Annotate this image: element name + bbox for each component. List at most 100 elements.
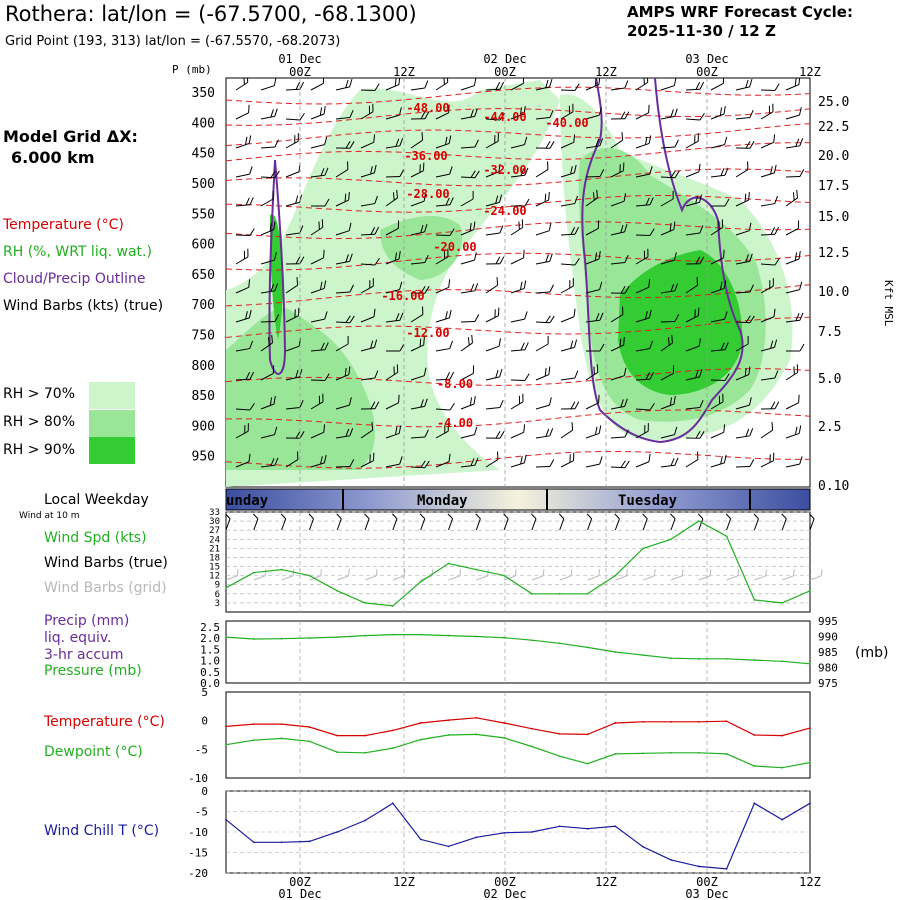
- wind-barb: [435, 228, 455, 236]
- pressure-line-point: [753, 659, 756, 661]
- barb-flag: [744, 368, 747, 377]
- barb-flag: [673, 221, 676, 230]
- barb-staff: [535, 86, 550, 91]
- barb-flag: [299, 194, 303, 203]
- barb-flag: [669, 397, 673, 406]
- barb-flag: [423, 337, 425, 346]
- wind-speed-line-point: [503, 574, 505, 577]
- barb-flag: [647, 423, 649, 432]
- barb-staff: [635, 173, 650, 178]
- grid-wind-barb: [726, 569, 740, 581]
- wind-barb: [510, 424, 526, 439]
- grid-wind-barb: [392, 569, 406, 581]
- barb-staff: [335, 86, 350, 91]
- barb-staff: [585, 227, 599, 236]
- barb-flag: [673, 252, 677, 261]
- wind-chill-line-point: [614, 825, 617, 828]
- barb-flag: [695, 430, 701, 439]
- barb-staff: [760, 285, 774, 294]
- barb-staff: [585, 197, 598, 207]
- bottom-time-label-3: 12Z: [595, 875, 617, 889]
- barb-staff: [760, 377, 775, 381]
- barb-flag: [773, 308, 776, 317]
- wind-barb: [460, 190, 474, 207]
- surface-wind-barb: [280, 513, 287, 531]
- wind-barb: [685, 256, 705, 265]
- barb-flag: [391, 513, 398, 520]
- barb-flag: [374, 226, 380, 235]
- wind-barb: [435, 104, 450, 120]
- barb-flag: [374, 257, 380, 266]
- barb-flag: [497, 451, 499, 460]
- wind-barb: [285, 194, 303, 207]
- kft-tick-2: 20.0: [818, 149, 849, 164]
- precip-tick-4: 0.5: [200, 666, 220, 679]
- barb-flag: [699, 81, 705, 90]
- barb-flag: [622, 306, 624, 315]
- wind-barb: [485, 133, 499, 149]
- rh80-area-mid: [380, 215, 462, 280]
- barb-flag: [270, 170, 276, 178]
- barb-flag: [394, 252, 398, 261]
- barb-staff: [809, 518, 815, 531]
- wind-barb: [785, 281, 803, 294]
- barb-flag: [524, 342, 529, 350]
- wind-barb: [760, 103, 774, 120]
- barb-flag: [495, 256, 501, 265]
- pressure-tick-980: 980: [818, 662, 838, 675]
- barb-staff: [809, 575, 822, 581]
- barb-flag: [569, 454, 571, 463]
- barb-flag: [321, 219, 324, 228]
- wind-barb: [285, 81, 305, 91]
- wind-barb: [685, 112, 705, 121]
- wind-barb: [385, 169, 405, 178]
- kft-tick-10: 0.10: [818, 479, 849, 494]
- surface-wind-barb: [447, 513, 454, 531]
- kft-tick-6: 10.0: [818, 285, 849, 300]
- barb-flag: [592, 192, 595, 201]
- wind-tick-3: 3: [215, 599, 220, 609]
- barb-flag: [769, 454, 771, 463]
- barb-flag: [495, 82, 501, 90]
- barb-staff: [435, 142, 450, 149]
- series-temperature-point: [697, 720, 700, 723]
- barb-flag: [295, 195, 299, 204]
- barb-staff: [360, 285, 374, 294]
- barb-staff: [260, 198, 274, 207]
- wind-barb: [710, 424, 726, 439]
- barb-staff: [510, 226, 524, 236]
- barb-flag: [424, 111, 430, 119]
- barb-flag: [247, 248, 249, 257]
- wind-chill-line-point: [725, 868, 728, 870]
- barb-staff: [560, 263, 576, 266]
- wind-barb: [585, 138, 604, 149]
- wind-barbs-grid-label: Wind Barbs (grid): [44, 580, 167, 596]
- wind-barb: [285, 430, 305, 439]
- barb-staff: [535, 117, 550, 120]
- barb-staff: [364, 518, 370, 531]
- barb-staff: [531, 575, 544, 581]
- barb-flag: [574, 370, 579, 379]
- series-dewpoint-point: [558, 755, 561, 758]
- wind-barb: [760, 164, 777, 178]
- chill-tick--5: -5: [195, 806, 208, 819]
- barb-staff: [670, 575, 683, 581]
- barb-staff: [235, 142, 250, 149]
- barb-flag: [574, 226, 580, 235]
- wind-tick-21: 21: [209, 544, 220, 554]
- barb-staff: [660, 85, 675, 91]
- barb-staff: [685, 459, 699, 468]
- barb-staff: [360, 429, 373, 439]
- barb-flag: [324, 198, 330, 207]
- wind-barb: [760, 83, 780, 91]
- barb-staff: [285, 376, 300, 381]
- barb-staff: [335, 404, 350, 410]
- barb-staff: [310, 287, 325, 294]
- wind-barb: [735, 192, 750, 207]
- barb-flag: [421, 132, 424, 141]
- barb-flag: [271, 334, 273, 344]
- barb-flag: [626, 569, 628, 576]
- p-tick-850: 850: [192, 389, 215, 404]
- wind-barb: [735, 284, 754, 294]
- wind-barb: [635, 228, 655, 236]
